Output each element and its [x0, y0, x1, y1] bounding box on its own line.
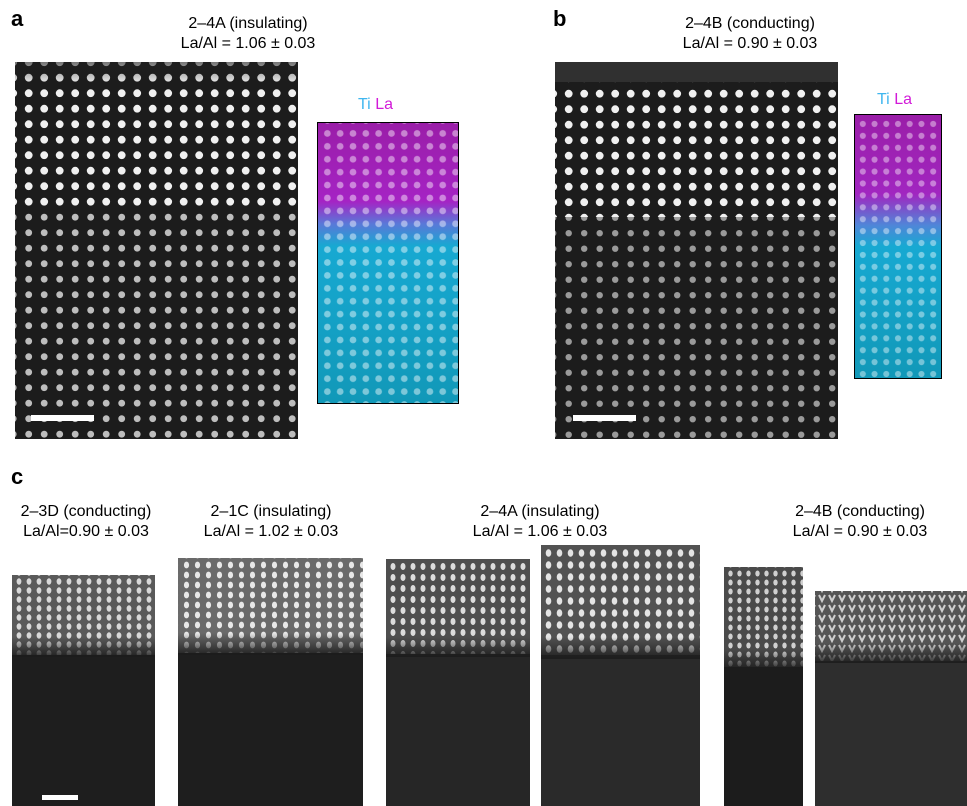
sample-ratio: La/Al = 1.02 ± 0.03 [203, 523, 339, 540]
sample-name: 2–1C (insulating) [210, 503, 332, 520]
panel-b-ratio: La/Al = 0.90 ± 0.03 [682, 35, 818, 52]
panel-a-caption: 2–4A (insulating) La/Al = 1.06 ± 0.03 [118, 14, 378, 54]
panel-c-caption-2-1c: 2–1C (insulating) La/Al = 1.02 ± 0.03 [178, 502, 364, 542]
la-legend-label: La [375, 96, 393, 113]
panel-b-eels-legend: Ti La [877, 92, 912, 108]
panel-b-eels-map [854, 114, 942, 379]
panel-a-haadf-image [15, 62, 298, 439]
panel-b-letter: b [553, 6, 567, 31]
panel-c-caption-2-4a: 2–4A (insulating) La/Al = 1.06 ± 0.03 [430, 502, 650, 542]
sample-ratio: La/Al = 0.90 ± 0.03 [792, 523, 928, 540]
panel-b-scale-bar [573, 415, 636, 421]
panel-a-scale-bar [31, 415, 94, 421]
sample-name: 2–3D (conducting) [20, 503, 152, 520]
panel-a-ratio: La/Al = 1.06 ± 0.03 [180, 35, 316, 52]
sample-ratio: La/Al=0.90 ± 0.03 [23, 523, 149, 540]
panel-a-sample-name: 2–4A (insulating) [188, 15, 308, 32]
ti-legend-label: Ti [877, 91, 890, 108]
panel-b-haadf-image [555, 62, 838, 439]
panel-c-image-2-3d [12, 575, 155, 806]
sample-name: 2–4A (insulating) [480, 503, 600, 520]
panel-b-sample-name: 2–4B (conducting) [685, 15, 815, 32]
panel-c-scale-bar [42, 795, 78, 800]
panel-c-image-2-4b-right [815, 591, 967, 806]
sample-ratio: La/Al = 1.06 ± 0.03 [472, 523, 608, 540]
panel-a-eels-map [317, 122, 459, 404]
panel-c-caption-2-3d: 2–3D (conducting) La/Al=0.90 ± 0.03 [0, 502, 172, 542]
panel-c-caption-2-4b: 2–4B (conducting) La/Al = 0.90 ± 0.03 [760, 502, 960, 542]
panel-c-image-2-4a-right [541, 545, 700, 806]
panel-c-letter: c [11, 464, 24, 489]
panel-c-image-2-4b-left [724, 567, 803, 806]
panel-a-eels-legend: Ti La [358, 97, 393, 113]
la-legend-label: La [894, 91, 912, 108]
panel-a-letter: a [11, 6, 24, 31]
panel-b-caption: 2–4B (conducting) La/Al = 0.90 ± 0.03 [620, 14, 880, 54]
sample-name: 2–4B (conducting) [795, 503, 925, 520]
panel-c-image-2-4a-left [386, 559, 530, 806]
ti-legend-label: Ti [358, 96, 371, 113]
panel-c-image-2-1c [178, 558, 363, 806]
